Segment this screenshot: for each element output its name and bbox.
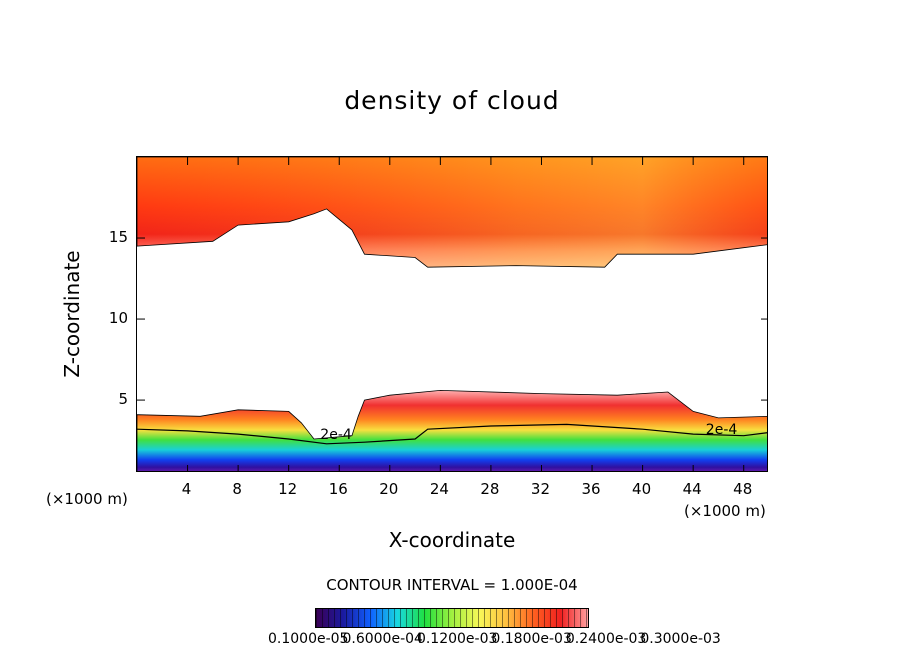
x-tick-label: 32 bbox=[530, 480, 551, 498]
colorbar-label: 0.1200e-03 bbox=[416, 631, 498, 647]
colorbar bbox=[315, 608, 589, 628]
x-tick-label: 44 bbox=[682, 480, 702, 498]
colorbar-levels bbox=[316, 609, 588, 627]
x-tick-label: 8 bbox=[232, 480, 242, 498]
upper-cloud-core bbox=[137, 157, 767, 268]
contour-label: 2e-4 bbox=[320, 427, 352, 443]
x-tick-label: 12 bbox=[278, 480, 298, 498]
contour-label: 2e-4 bbox=[706, 422, 738, 438]
x-tick-label: 4 bbox=[181, 480, 192, 498]
colorbar-labels: 0.1000e-050.6000e-040.1200e-030.1800e-03… bbox=[268, 631, 721, 647]
colorbar-label: 0.2400e-03 bbox=[565, 631, 647, 647]
contour-interval: CONTOUR INTERVAL = 1.000E-04 bbox=[326, 576, 578, 594]
y-unit-label: (×1000 m) bbox=[46, 490, 128, 508]
colorbar-label: 0.3000e-03 bbox=[640, 631, 721, 647]
x-tick-label: 16 bbox=[328, 480, 348, 498]
x-unit-label: (×1000 m) bbox=[684, 502, 766, 520]
y-tick-label: 15 bbox=[108, 228, 128, 247]
heatmap-svg: 2e-4 2e-4 bbox=[137, 157, 767, 471]
y-tick-label: 10 bbox=[108, 309, 128, 328]
plot-area: 2e-4 2e-4 bbox=[136, 156, 768, 472]
x-tick-label: 24 bbox=[429, 480, 449, 498]
colorbar-label: 0.1000e-05 bbox=[268, 631, 349, 647]
x-tick-label: 28 bbox=[480, 480, 500, 498]
lower-cloud-outline bbox=[137, 389, 767, 471]
y-tick-label: 5 bbox=[118, 390, 128, 409]
x-tick-label: 36 bbox=[581, 480, 601, 498]
lower-cloud-layer bbox=[137, 390, 767, 471]
x-tick-label: 48 bbox=[733, 480, 753, 498]
y-axis-label: Z-coordinate bbox=[60, 250, 84, 378]
contour-line-2e-4 bbox=[137, 423, 767, 445]
x-tick-label: 20 bbox=[379, 480, 399, 498]
chart-title: density of cloud bbox=[344, 86, 560, 115]
x-tick-label: 40 bbox=[632, 480, 652, 498]
colorbar-label: 0.6000e-04 bbox=[342, 631, 423, 647]
upper-cloud-outline bbox=[137, 157, 767, 268]
colorbar-label: 0.1800e-03 bbox=[491, 631, 572, 647]
x-axis-label: X-coordinate bbox=[388, 528, 516, 552]
